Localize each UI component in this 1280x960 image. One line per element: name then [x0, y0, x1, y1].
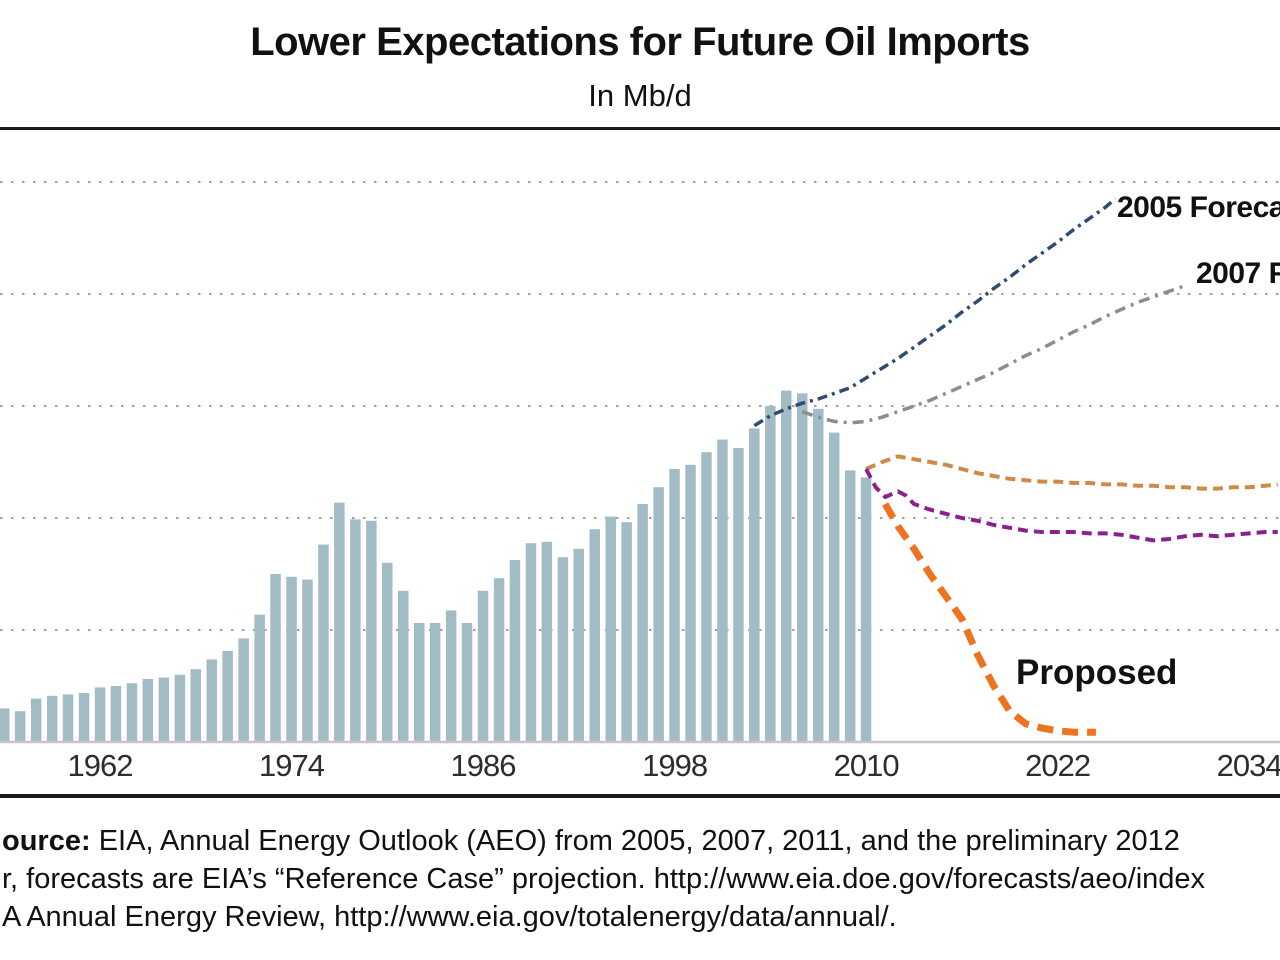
- bar-1956: [0, 708, 10, 742]
- bar-1975: [302, 579, 313, 742]
- source-line-2: r, forecasts are EIA’s “Reference Case” …: [2, 863, 1206, 895]
- bar-1983: [429, 623, 441, 742]
- x-tick-labels: 1962 1974 1986 1998 2010 2022 2034: [68, 748, 1280, 783]
- source-label: ource:: [2, 825, 91, 857]
- bar-1966: [158, 677, 170, 742]
- x-tick-1962: 1962: [68, 748, 133, 783]
- x-tick-1974: 1974: [259, 748, 325, 783]
- bar-1977: [334, 502, 345, 742]
- bar-1970: [222, 651, 233, 742]
- bar-1995: [621, 522, 632, 742]
- source-line-1-text: EIA, Annual Energy Outlook (AEO) from 20…: [90, 825, 1180, 857]
- line-proposed: [882, 502, 1096, 736]
- bar-1959: [46, 695, 58, 742]
- forecast-2005-label: 2005 Forecast: [1117, 191, 1280, 224]
- bar-1960: [62, 694, 74, 742]
- bar-1974: [286, 576, 297, 742]
- bar-2009: [844, 470, 856, 742]
- bar-1993: [589, 529, 600, 742]
- bar-1978: [350, 519, 361, 742]
- x-tick-2034: 2034: [1217, 748, 1280, 783]
- x-tick-1998: 1998: [642, 748, 707, 783]
- bar-1968: [190, 669, 201, 742]
- bar-1990: [541, 541, 553, 742]
- bar-1972: [254, 614, 265, 742]
- bar-1979: [366, 520, 377, 742]
- line-2011-forecast: [865, 454, 1279, 491]
- bar-2007: [813, 408, 824, 742]
- bar-1973: [270, 574, 281, 742]
- bar-2004: [765, 406, 776, 742]
- bar-1976: [318, 544, 329, 742]
- bar-1998: [669, 469, 680, 742]
- bar-1986: [477, 590, 489, 742]
- bar-1961: [78, 693, 90, 742]
- bar-1981: [398, 590, 409, 742]
- proposed-label: Proposed: [1016, 653, 1178, 692]
- bar-1994: [605, 516, 616, 742]
- bar-1989: [525, 543, 537, 742]
- bar-1985: [461, 623, 473, 742]
- bar-1964: [126, 683, 138, 742]
- bar-1999: [685, 464, 696, 742]
- source-line-3: A Annual Energy Review, http://www.eia.g…: [2, 901, 897, 933]
- x-tick-1986: 1986: [451, 748, 516, 783]
- bar-1996: [637, 504, 648, 742]
- bar-1969: [206, 659, 217, 742]
- bar-1980: [382, 562, 393, 742]
- bar-1963: [110, 686, 122, 742]
- bar-2005: [781, 390, 792, 742]
- bar-1988: [509, 560, 521, 742]
- bar-1984: [445, 610, 457, 742]
- line-2012-forecast: [864, 468, 1278, 543]
- bar-1997: [653, 487, 664, 742]
- bar-1987: [493, 578, 505, 742]
- bar-2006: [797, 393, 808, 742]
- chart-subtitle: In Mb/d: [588, 78, 692, 113]
- line-2005-forecast: [753, 197, 1117, 428]
- x-tick-2010: 2010: [834, 748, 900, 783]
- bar-2002: [733, 448, 744, 742]
- source-line-1: ource: EIA, Annual Energy Outlook (AEO) …: [2, 822, 1280, 860]
- bar-1965: [142, 679, 154, 742]
- bar-2003: [749, 428, 760, 742]
- bar-1971: [238, 638, 249, 742]
- bar-1982: [414, 623, 425, 742]
- bar-1962: [94, 687, 106, 742]
- bar-1992: [573, 548, 584, 742]
- bottom-rule: [0, 794, 1280, 798]
- source-note: ource: EIA, Annual Energy Outlook (AEO) …: [2, 822, 1280, 936]
- bar-1957: [14, 711, 26, 742]
- bar-2008: [828, 432, 840, 742]
- x-tick-2022: 2022: [1025, 748, 1090, 783]
- bar-2000: [701, 452, 712, 742]
- bar-1958: [30, 698, 42, 742]
- bar-1991: [557, 557, 569, 742]
- bar-1967: [174, 674, 186, 742]
- top-rule: [0, 127, 1280, 130]
- historical-import-bars: [0, 390, 872, 742]
- bar-2010: [860, 477, 872, 742]
- chart-title: Lower Expectations for Future Oil Import…: [250, 20, 1030, 64]
- forecast-2007-label: 2007 Forecast: [1196, 257, 1280, 290]
- bar-2001: [717, 439, 728, 742]
- line-2007-forecast: [801, 283, 1186, 425]
